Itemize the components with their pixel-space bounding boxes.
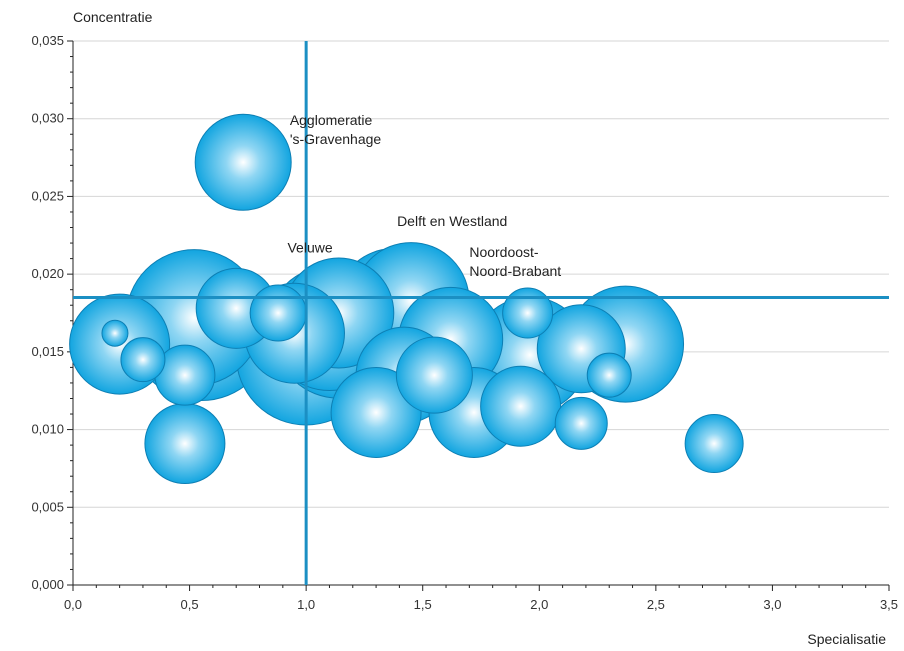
y-tick-label: 0,025: [31, 188, 64, 203]
annotation-line: Agglomeratie: [290, 112, 373, 128]
annotation-layer: Agglomeratie 's-Gravenhage Delft en Westla…: [287, 112, 561, 279]
bubble: [502, 287, 554, 339]
annotation-label: Veluwe: [287, 239, 332, 255]
annotation-label: Noordoost- Noord-Brabant: [469, 244, 561, 279]
bubble: [480, 365, 562, 447]
annotation-line: Noord-Brabant: [469, 263, 561, 279]
x-tick-label: 3,0: [763, 597, 781, 612]
x-tick-label: 0,0: [64, 597, 82, 612]
y-tick-label: 0,015: [31, 344, 64, 359]
x-tick-label: 1,5: [414, 597, 432, 612]
bubble: [330, 366, 422, 458]
y-axis-title: Concentratie: [73, 9, 153, 25]
axis-layer: 0,000 0,005 0,010 0,015 0,020 0,025 0,030 0,035…: [31, 33, 898, 612]
bubble: [684, 414, 744, 474]
y-tick-label: 0,005: [31, 499, 64, 514]
y-tick-label: 0,010: [31, 422, 64, 437]
bubble: [120, 337, 166, 383]
x-axis-title: Specialisatie: [807, 631, 886, 647]
bubble: [395, 336, 473, 414]
reference-lines: [73, 41, 889, 585]
bubble: [586, 352, 632, 398]
y-tick-label: 0,035: [31, 33, 64, 48]
annotation-line: 's-Gravenhage: [290, 131, 382, 147]
annotation-line: Veluwe: [287, 239, 332, 255]
bubble: [194, 113, 292, 211]
bubble: [144, 403, 226, 485]
annotation-line: Noordoost-: [469, 244, 539, 260]
x-tick-label: 3,5: [880, 597, 898, 612]
x-tick-label: 2,5: [647, 597, 665, 612]
x-tick-label: 2,0: [530, 597, 548, 612]
annotation-label: Delft en Westland: [397, 213, 507, 229]
y-tick-label: 0,020: [31, 266, 64, 281]
bubble: [554, 396, 608, 450]
x-tick-label: 1,0: [297, 597, 315, 612]
y-tick-label: 0,000: [31, 577, 64, 592]
bubble-layer: [69, 113, 744, 485]
annotation-line: Delft en Westland: [397, 213, 507, 229]
bubble: [249, 284, 307, 342]
x-tick-label: 0,5: [181, 597, 199, 612]
bubble: [101, 319, 129, 347]
annotation-label: Agglomeratie 's-Gravenhage: [290, 112, 382, 147]
y-tick-label: 0,030: [31, 111, 64, 126]
